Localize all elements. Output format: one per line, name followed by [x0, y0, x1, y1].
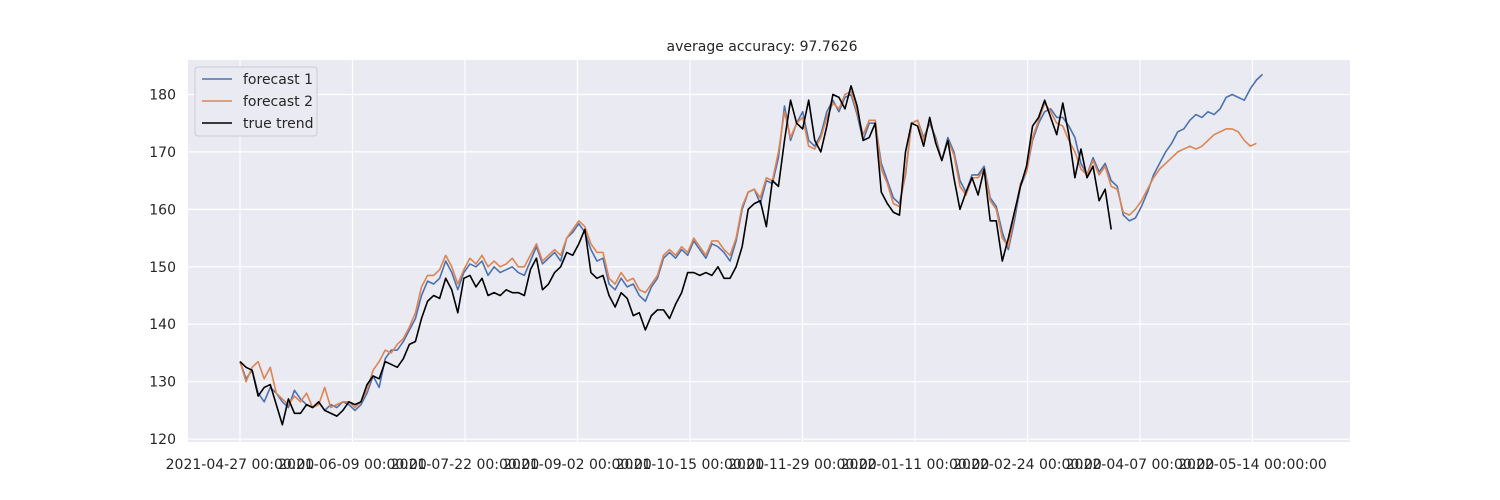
y-tick-label: 160 — [149, 202, 176, 218]
y-tick-label: 170 — [149, 145, 176, 161]
y-tick-label: 120 — [149, 432, 176, 448]
chart-title: average accuracy: 97.7626 — [667, 39, 858, 55]
y-axis-tick-labels: 120 130 140 150 160 170 180 — [149, 87, 176, 448]
legend: forecast 1 forecast 2 true trend — [195, 67, 317, 136]
y-tick-label: 140 — [149, 317, 176, 333]
x-tick-label: 2022-05-14 00:00:00 — [1178, 457, 1327, 473]
y-tick-label: 180 — [149, 87, 176, 103]
legend-label-true-trend: true trend — [243, 116, 314, 132]
plot-background — [188, 60, 1350, 442]
legend-label-forecast-1: forecast 1 — [243, 72, 313, 88]
y-tick-label: 130 — [149, 375, 176, 391]
y-tick-label: 150 — [149, 260, 176, 276]
legend-label-forecast-2: forecast 2 — [243, 94, 313, 110]
